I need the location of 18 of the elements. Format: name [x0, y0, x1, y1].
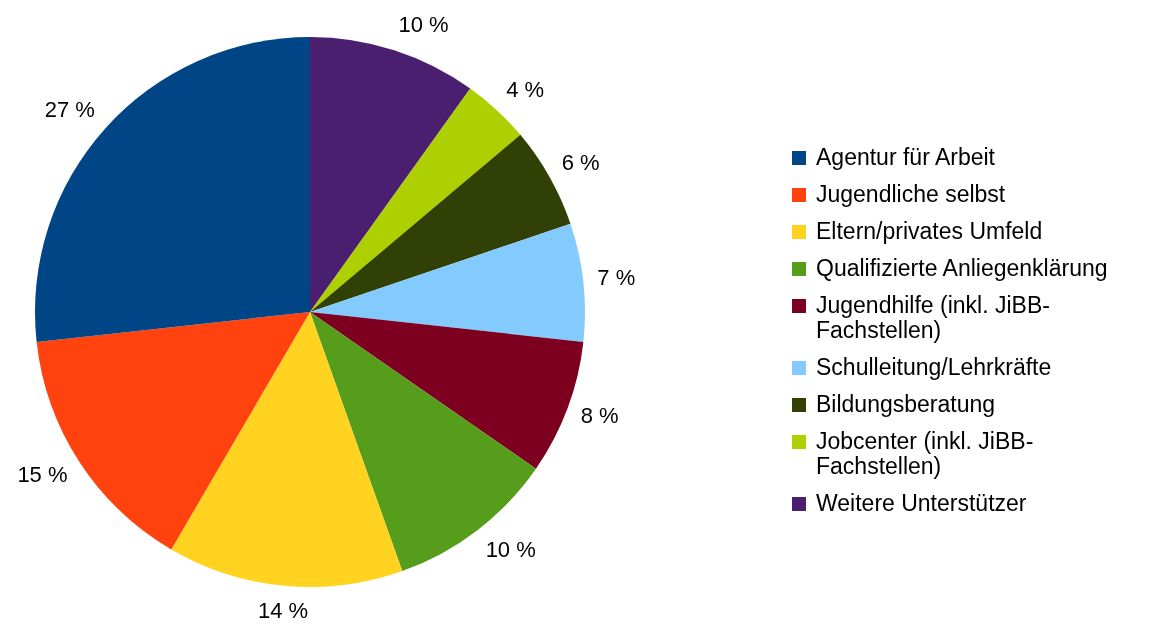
legend-label: Schulleitung/Lehrkräfte [816, 354, 1053, 380]
data-label: 4 % [506, 77, 545, 103]
data-label: 15 % [17, 461, 68, 487]
legend-label: Qualifizierte Anliegenklärung [816, 255, 1109, 281]
legend-label: Agentur für Arbeit [816, 144, 996, 170]
data-label: 7 % [597, 265, 636, 291]
legend-label: Jugendhilfe (inkl. JiBB-Fachstellen) [816, 292, 1051, 343]
data-label: 10 % [485, 537, 536, 563]
data-label: 6 % [561, 150, 600, 176]
legend-label: Jobcenter (inkl. JiBB-Fachstellen) [816, 428, 1035, 479]
legend-label: Bildungsberatung [816, 391, 997, 417]
data-label: 8 % [580, 403, 619, 429]
legend-label: Jugendliche selbst [816, 181, 1007, 207]
legend-label: Eltern/privates Umfeld [816, 218, 1044, 244]
data-label: 10 % [398, 11, 449, 37]
data-label: 14 % [257, 597, 309, 623]
data-label: 27 % [44, 97, 95, 123]
legend-label: Weitere Unterstützer [816, 490, 1028, 516]
